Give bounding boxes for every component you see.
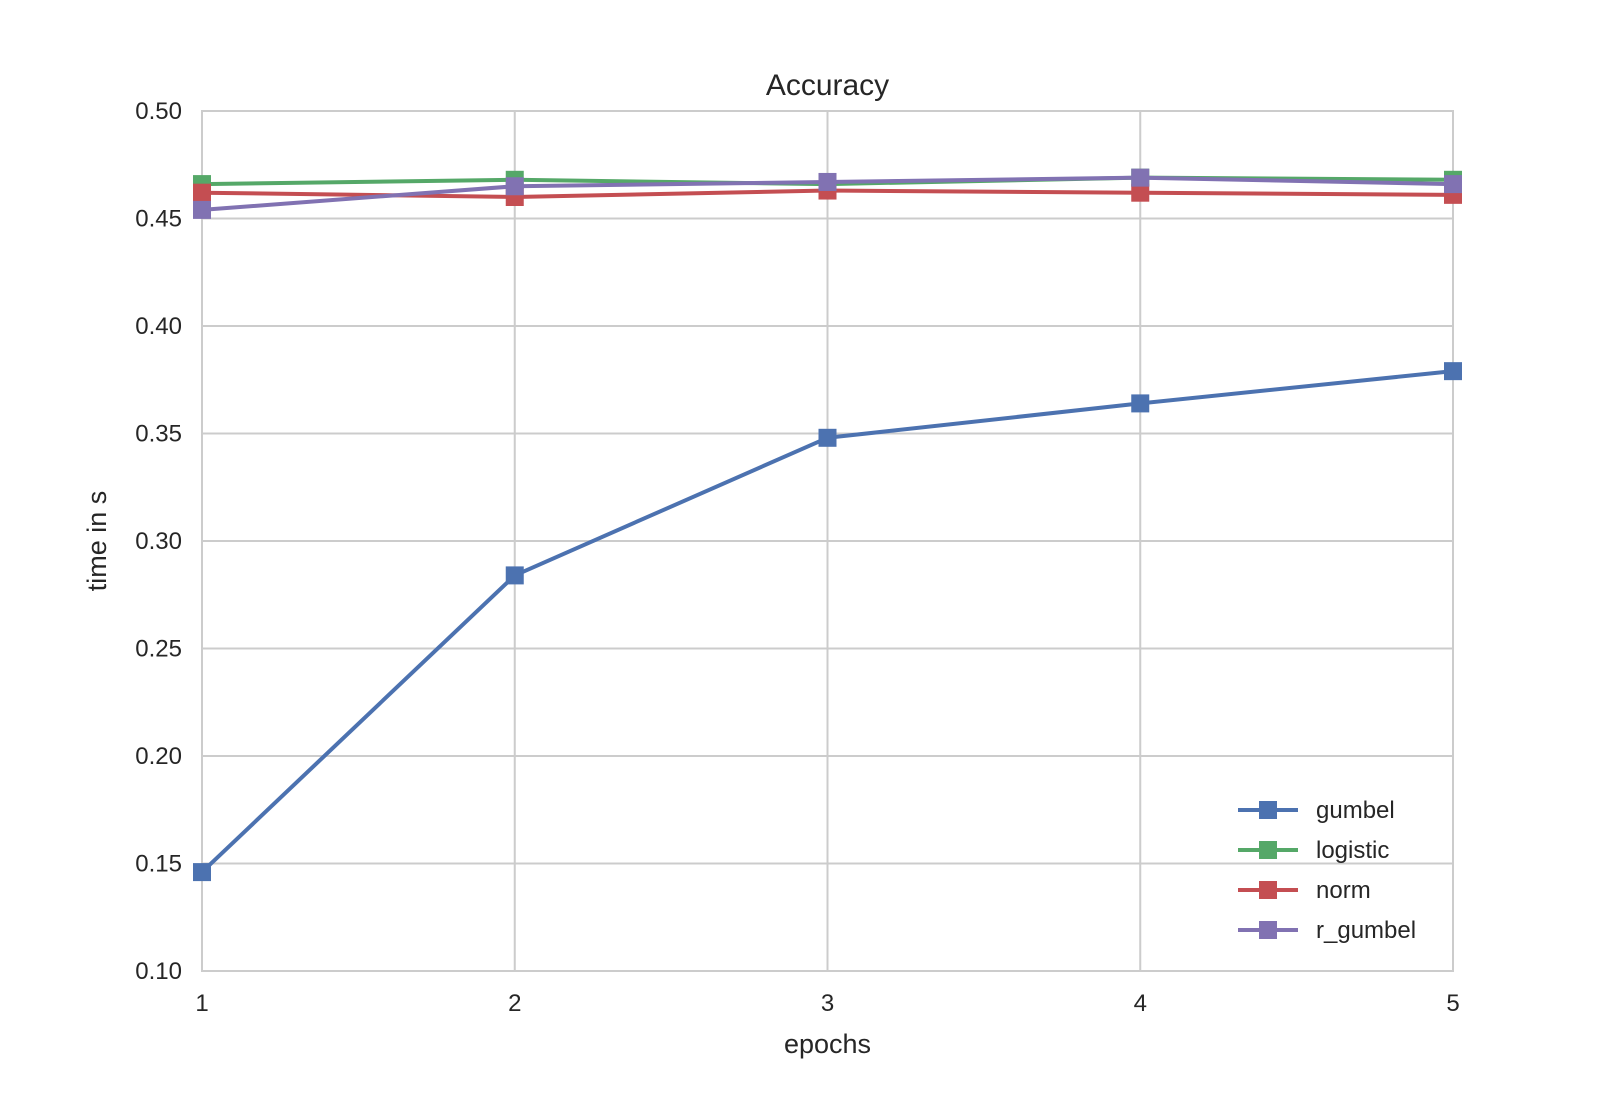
data-point	[505, 566, 524, 585]
legend-marker-swatch	[1259, 921, 1277, 939]
legend-marker-swatch	[1259, 801, 1277, 819]
y-tick-label: 0.50	[135, 98, 182, 125]
y-tick-label: 0.35	[135, 421, 182, 448]
legend-label: r_gumbel	[1316, 917, 1416, 944]
x-tick-label: 3	[821, 990, 834, 1017]
legend-label: logistic	[1316, 837, 1389, 864]
legend: gumbel logistic norm r_gumbel	[1238, 797, 1416, 944]
y-tick-label: 0.40	[135, 313, 182, 340]
y-tick-label: 0.20	[135, 743, 182, 770]
data-point	[1131, 394, 1150, 413]
data-point	[193, 200, 211, 219]
series-gumbel	[193, 362, 1462, 882]
x-tick-label: 1	[195, 990, 208, 1017]
data-point	[505, 177, 524, 196]
data-point	[1131, 168, 1150, 187]
data-point	[818, 428, 837, 447]
data-point	[1444, 175, 1462, 194]
legend-marker-swatch	[1259, 841, 1277, 859]
plot-frame	[201, 110, 1454, 972]
y-tick-label: 0.45	[135, 206, 182, 233]
legend-marker-swatch	[1259, 881, 1277, 899]
y-tick-label: 0.15	[135, 851, 182, 878]
y-tick-label: 0.10	[135, 958, 182, 985]
series-r-gumbel	[193, 168, 1462, 219]
data-point	[818, 172, 837, 191]
legend-label: gumbel	[1316, 797, 1395, 824]
x-tick-label: 4	[1134, 990, 1147, 1017]
y-tick-label: 0.30	[135, 528, 182, 555]
data-point	[193, 863, 211, 882]
legend-item: norm	[1238, 877, 1371, 904]
y-axis-title: time in s	[82, 491, 112, 592]
data-point	[1444, 362, 1462, 381]
tick-labels: 0.10 0.15 0.20 0.25 0.30 0.35 0.40 0.45 0.50 1 2 3 4…	[135, 98, 1459, 1017]
series-group	[193, 168, 1462, 882]
x-tick-label: 5	[1446, 990, 1459, 1017]
legend-label: norm	[1316, 877, 1371, 904]
legend-item: gumbel	[1238, 797, 1395, 824]
legend-item: logistic	[1238, 837, 1389, 864]
data-point	[1131, 183, 1150, 202]
x-axis-title: epochs	[784, 1029, 871, 1059]
legend-item: r_gumbel	[1238, 917, 1416, 944]
x-tick-label: 2	[508, 990, 521, 1017]
y-tick-label: 0.25	[135, 636, 182, 663]
data-point	[193, 183, 211, 202]
chart-title: Accuracy	[766, 69, 889, 102]
